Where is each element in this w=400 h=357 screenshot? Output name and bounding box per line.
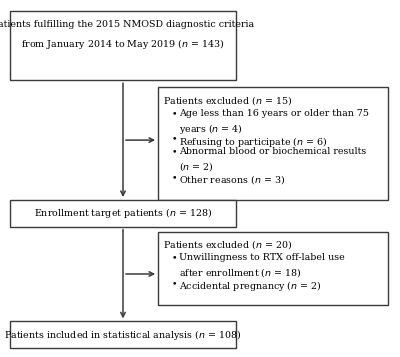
Text: •: •: [172, 109, 178, 118]
Text: years ($\it{n}$ = 4): years ($\it{n}$ = 4): [179, 122, 243, 136]
FancyBboxPatch shape: [158, 232, 388, 305]
Text: Accidental pregnancy ($\it{n}$ = 2): Accidental pregnancy ($\it{n}$ = 2): [179, 279, 322, 293]
Text: from January 2014 to May 2019 ($\it{n}$ = 143): from January 2014 to May 2019 ($\it{n}$ …: [21, 37, 225, 51]
FancyBboxPatch shape: [10, 321, 236, 348]
Text: Other reasons ($\it{n}$ = 3): Other reasons ($\it{n}$ = 3): [179, 173, 285, 186]
Text: Unwillingness to RTX off-label use: Unwillingness to RTX off-label use: [179, 253, 345, 262]
Text: after enrollment ($\it{n}$ = 18): after enrollment ($\it{n}$ = 18): [179, 266, 302, 279]
Text: Patients excluded ($\it{n}$ = 15): Patients excluded ($\it{n}$ = 15): [163, 94, 293, 107]
Text: ($\it{n}$ = 2): ($\it{n}$ = 2): [179, 160, 214, 173]
Text: Patients included in statistical analysis ($\it{n}$ = 108): Patients included in statistical analysi…: [4, 328, 242, 342]
FancyBboxPatch shape: [158, 87, 388, 200]
Text: •: •: [172, 253, 178, 262]
Text: Abnormal blood or biochemical results: Abnormal blood or biochemical results: [179, 147, 366, 156]
Text: •: •: [172, 135, 178, 144]
Text: •: •: [172, 279, 178, 288]
FancyBboxPatch shape: [10, 11, 236, 80]
Text: Patients fulfilling the 2015 NMOSD diagnostic criteria: Patients fulfilling the 2015 NMOSD diagn…: [0, 20, 254, 29]
Text: Refusing to participate ($\it{n}$ = 6): Refusing to participate ($\it{n}$ = 6): [179, 135, 328, 149]
Text: Enrollment target patients ($\it{n}$ = 128): Enrollment target patients ($\it{n}$ = 1…: [34, 206, 212, 220]
FancyBboxPatch shape: [10, 200, 236, 227]
Text: •: •: [172, 147, 178, 156]
Text: •: •: [172, 173, 178, 182]
Text: Patients excluded ($\it{n}$ = 20): Patients excluded ($\it{n}$ = 20): [163, 238, 293, 251]
Text: Age less than 16 years or older than 75: Age less than 16 years or older than 75: [179, 109, 369, 118]
